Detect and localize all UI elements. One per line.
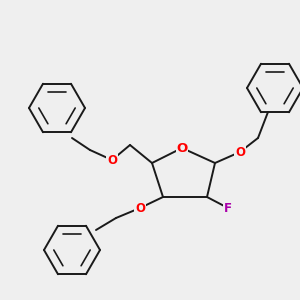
Text: O: O — [176, 142, 188, 154]
Text: O: O — [235, 146, 245, 158]
Text: O: O — [135, 202, 145, 214]
Text: F: F — [224, 202, 232, 214]
Text: O: O — [107, 154, 117, 166]
